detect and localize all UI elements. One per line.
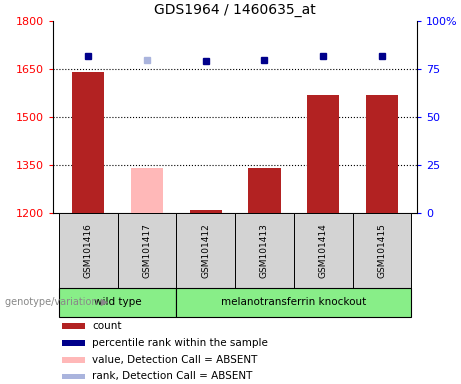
Text: value, Detection Call = ABSENT: value, Detection Call = ABSENT <box>92 355 258 365</box>
Text: GSM101414: GSM101414 <box>319 223 328 278</box>
Bar <box>366 95 398 213</box>
Bar <box>62 323 85 329</box>
Bar <box>62 340 85 346</box>
Bar <box>307 95 339 213</box>
Text: count: count <box>92 321 122 331</box>
Text: GSM101415: GSM101415 <box>378 223 386 278</box>
Text: GSM101412: GSM101412 <box>201 223 210 278</box>
Bar <box>177 213 235 288</box>
Bar <box>248 168 281 213</box>
Title: GDS1964 / 1460635_at: GDS1964 / 1460635_at <box>154 3 316 17</box>
Bar <box>62 374 85 379</box>
Bar <box>294 213 353 288</box>
Bar <box>59 288 177 317</box>
Bar <box>118 213 177 288</box>
Text: percentile rank within the sample: percentile rank within the sample <box>92 338 268 348</box>
Bar <box>62 357 85 362</box>
Text: GSM101413: GSM101413 <box>260 223 269 278</box>
Text: wild type: wild type <box>94 297 142 308</box>
Text: GSM101416: GSM101416 <box>84 223 93 278</box>
Text: rank, Detection Call = ABSENT: rank, Detection Call = ABSENT <box>92 371 253 381</box>
Bar <box>72 72 104 213</box>
Bar <box>235 213 294 288</box>
Text: melanotransferrin knockout: melanotransferrin knockout <box>221 297 366 308</box>
Bar <box>353 213 411 288</box>
Bar <box>131 168 163 213</box>
Text: GSM101417: GSM101417 <box>142 223 152 278</box>
Bar <box>189 210 222 213</box>
Text: genotype/variation ▶: genotype/variation ▶ <box>5 297 108 308</box>
Bar <box>59 213 118 288</box>
Bar <box>177 288 411 317</box>
